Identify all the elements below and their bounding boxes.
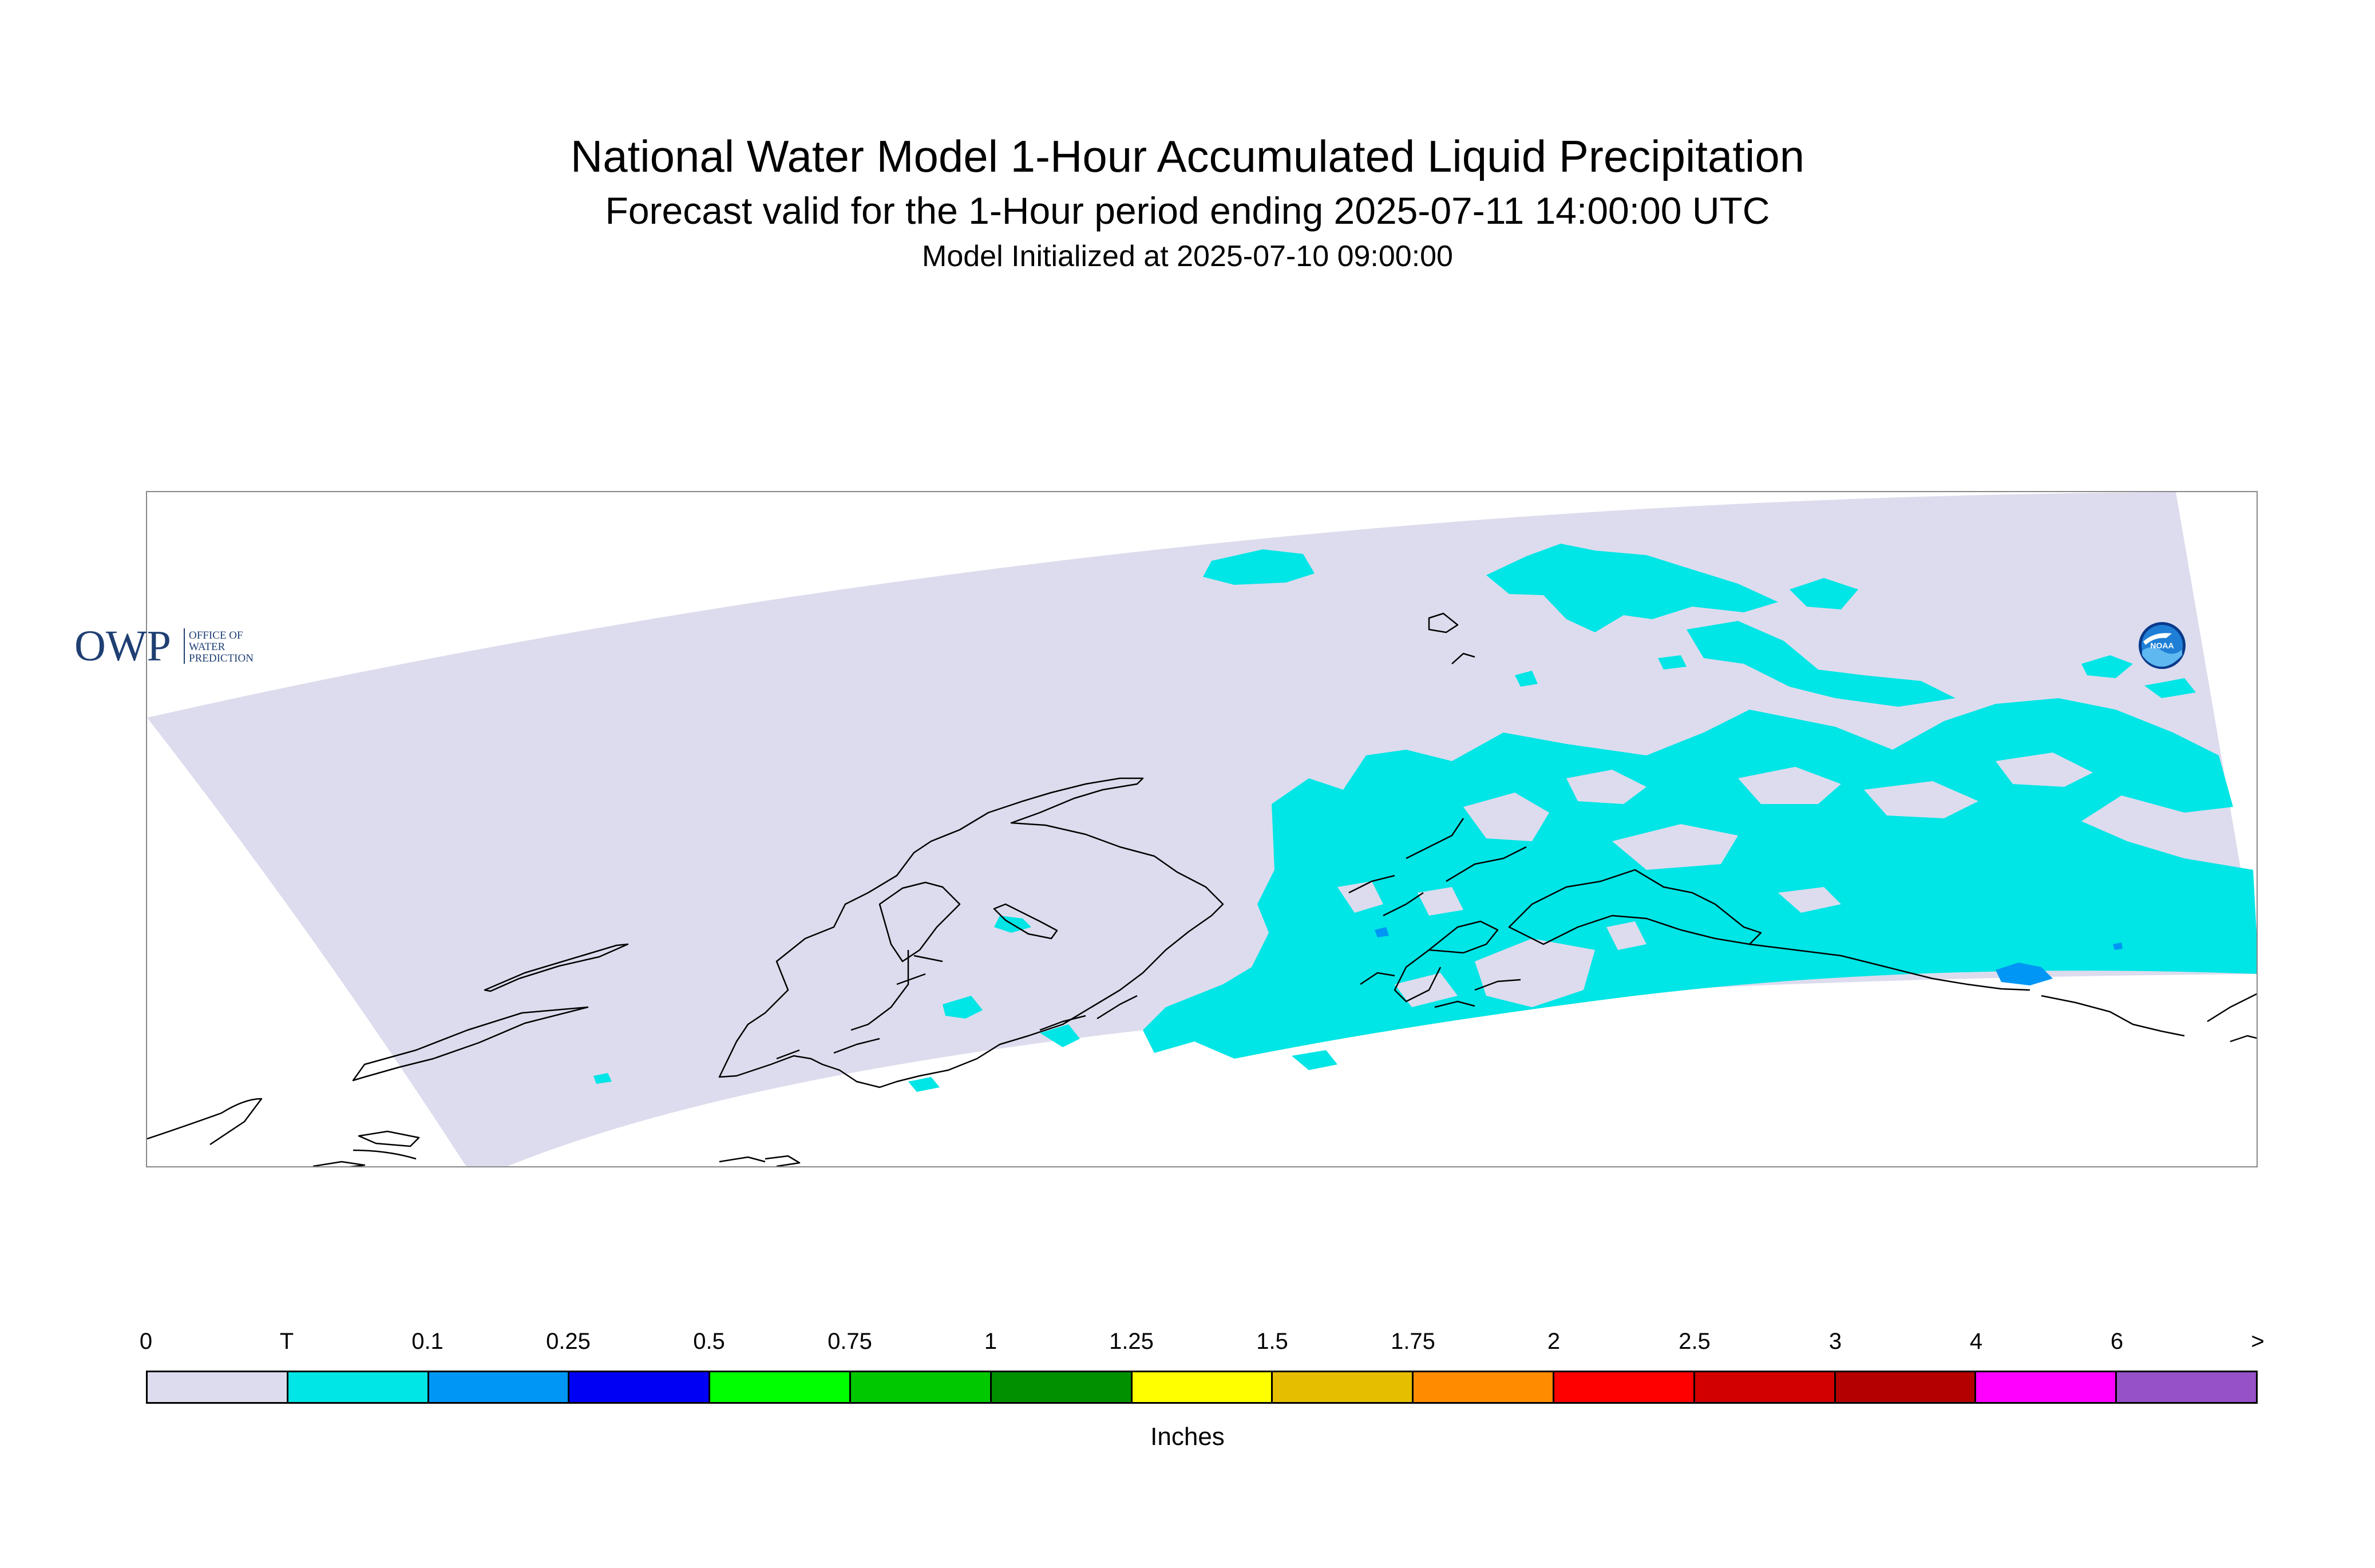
noaa-logo-mark: NOAA	[2150, 641, 2174, 650]
legend-swatch-12	[1835, 1372, 1977, 1402]
legend-tick-label: 2	[1547, 1329, 1561, 1354]
model-init-text: Model Initialized at 2025-07-10 09:00:00	[922, 240, 1453, 273]
owp-logo: OWP OFFICE OF WATER PREDICTION	[74, 623, 254, 668]
precipitation-map	[147, 492, 2257, 1166]
legend-swatch-5	[850, 1372, 992, 1402]
map-panel	[146, 491, 2258, 1167]
forecast-valid-subtitle: Forecast valid for the 1-Hour period end…	[605, 189, 1770, 232]
legend-swatch-14	[2117, 1372, 2256, 1402]
legend-swatch-7	[1132, 1372, 1273, 1402]
domain-holes	[1337, 753, 2093, 1007]
legend-tick-label: 1.5	[1256, 1329, 1288, 1354]
legend-tick-label: 0	[139, 1329, 153, 1354]
legend-swatch-11	[1695, 1372, 1836, 1402]
legend-tick-label: T	[279, 1329, 294, 1354]
legend-swatch-10	[1554, 1372, 1695, 1402]
legend-swatch-3	[569, 1372, 711, 1402]
legend-tick-label: 0.75	[828, 1329, 872, 1354]
legend-tick-label: 2.5	[1679, 1329, 1711, 1354]
owp-logo-line1: OFFICE OF	[189, 629, 243, 642]
trace-precip-areas	[593, 544, 2257, 1092]
color-legend-bar	[146, 1371, 2258, 1404]
legend-swatch-1	[288, 1372, 429, 1402]
legend-tick-label: 3	[1828, 1329, 1842, 1354]
owp-logo-line3: PREDICTION	[189, 652, 254, 664]
legend-tick-label: 6	[2110, 1329, 2124, 1354]
legend-units: Inches	[1150, 1423, 1225, 1451]
coastlines	[147, 612, 2257, 1166]
legend-tick-label: 1.75	[1391, 1329, 1435, 1354]
legend-swatch-9	[1414, 1372, 1554, 1402]
legend-tick-label: 1	[984, 1329, 998, 1354]
owp-logo-line2: WATER	[189, 641, 225, 653]
legend-swatch-13	[1976, 1372, 2117, 1402]
light-blue-precip-areas	[1375, 927, 2123, 985]
map-title: National Water Model 1-Hour Accumulated …	[570, 131, 1805, 181]
legend-tick-label: 1.25	[1109, 1329, 1154, 1354]
legend-swatch-8	[1273, 1372, 1414, 1402]
legend-tick-label: >	[2251, 1329, 2265, 1354]
legend-tick-label: 4	[1969, 1329, 1983, 1354]
owp-logo-mark: OWP	[74, 623, 171, 668]
legend-tick-label: 0.5	[693, 1329, 725, 1354]
legend-tick-label: 0.25	[546, 1329, 591, 1354]
legend-swatch-6	[991, 1372, 1133, 1402]
legend-swatch-0	[148, 1372, 288, 1402]
legend-swatch-4	[710, 1372, 851, 1402]
legend-swatch-2	[429, 1372, 570, 1402]
noaa-logo: NOAA	[2139, 622, 2186, 669]
legend-tick-label: 0.1	[411, 1329, 444, 1354]
legend-labels: 0 T 0.1 0.25 0.5 0.75 1 1.25 1.5 1.75 2 2.5 3 4 6 >	[140, 1329, 2265, 1357]
